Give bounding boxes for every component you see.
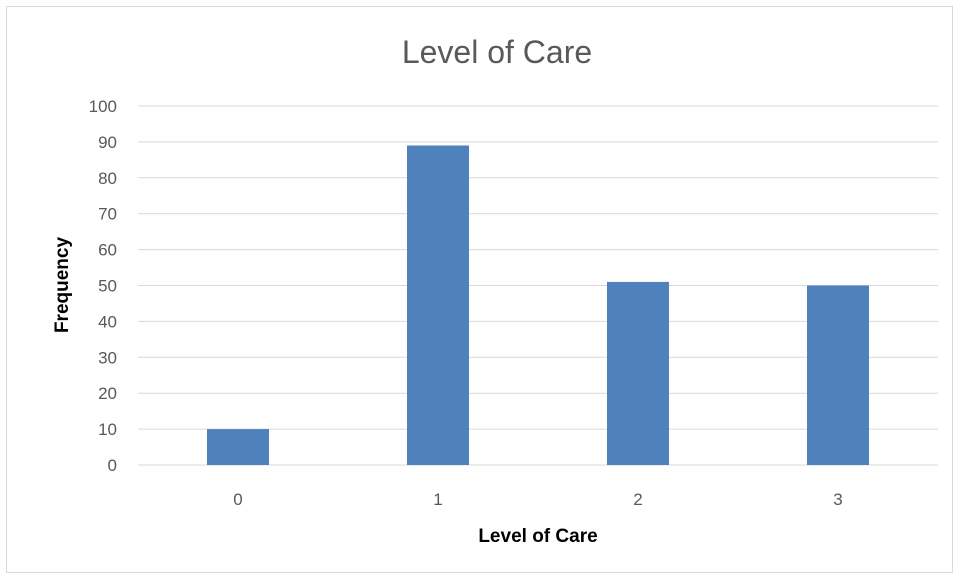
bars <box>207 145 869 466</box>
y-tick-label: 20 <box>98 384 117 403</box>
y-tick-label: 10 <box>98 420 117 439</box>
x-tick-label: 0 <box>233 490 242 509</box>
y-axis-title: Frequency <box>52 237 73 334</box>
y-tick-label: 50 <box>98 277 117 296</box>
bar-2 <box>607 281 669 465</box>
y-tick-label: 90 <box>98 133 117 152</box>
x-tick-label: 2 <box>633 490 642 509</box>
y-tick-label: 70 <box>98 205 117 224</box>
x-tick-label: 3 <box>833 490 842 509</box>
y-axis-ticks: 0 10 20 30 40 50 60 70 80 90 100 <box>89 97 117 475</box>
gridlines <box>138 105 938 466</box>
y-tick-label: 80 <box>98 169 117 188</box>
chart-title: Level of Care <box>402 34 592 70</box>
x-axis-ticks: 0 1 2 3 <box>233 490 842 509</box>
y-tick-label: 0 <box>108 456 117 475</box>
bar-0 <box>207 429 269 465</box>
x-axis-title: Level of Care <box>478 526 597 547</box>
bar-3 <box>807 285 869 465</box>
y-tick-label: 60 <box>98 241 117 260</box>
y-tick-label: 30 <box>98 348 117 367</box>
x-tick-label: 1 <box>433 490 442 509</box>
bar-1 <box>407 145 469 466</box>
chart-frame <box>6 6 953 573</box>
y-tick-label: 100 <box>89 97 117 116</box>
y-tick-label: 40 <box>98 312 117 331</box>
